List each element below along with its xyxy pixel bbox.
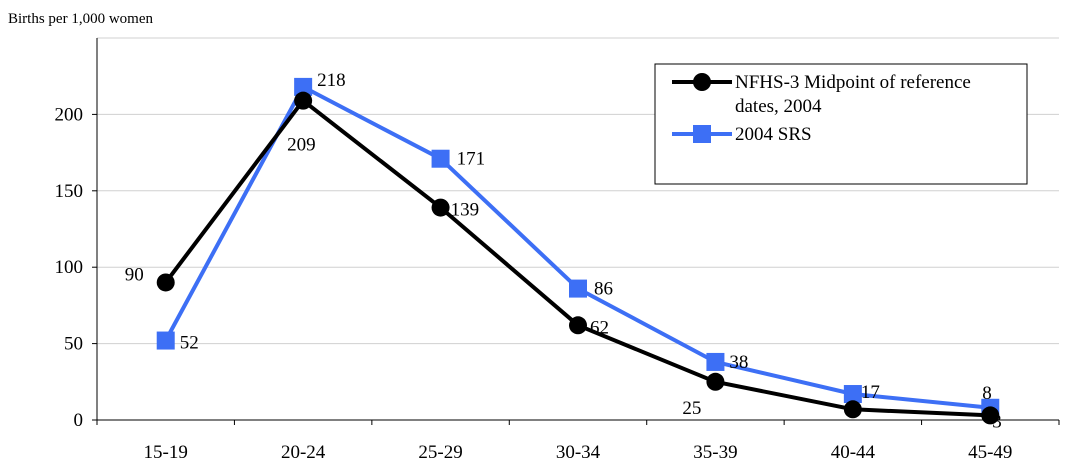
x-tick-label: 35-39	[693, 442, 737, 463]
nfhs3-point	[843, 400, 862, 419]
srs-point	[156, 331, 175, 350]
nfhs3-point	[706, 372, 725, 391]
data-labels: 90 209 139 62 25 7 3 52 218 171 86 38 17 8	[125, 70, 1002, 433]
nfhs3-point	[431, 198, 450, 217]
srs-data-label: 38	[729, 352, 748, 373]
x-tick-label: 20-24	[281, 442, 326, 463]
legend-swatch-marker	[693, 73, 711, 91]
legend: NFHS-3 Midpoint of reference dates, 2004 2…	[654, 63, 1028, 185]
srs-data-label: 17	[861, 382, 880, 403]
y-tick-label: 100	[55, 257, 84, 278]
nfhs3-point	[981, 406, 1000, 425]
y-axis-label: Births per 1,000 women	[8, 11, 153, 27]
y-tick-label: 150	[55, 181, 84, 202]
nfhs3-data-label: 7	[849, 399, 859, 420]
y-tick-labels: 0 50 100 150 200	[55, 104, 84, 431]
x-tick-label: 25-29	[418, 442, 462, 463]
legend-label: NFHS-3 Midpoint of reference	[735, 72, 971, 93]
nfhs3-data-label: 139	[451, 200, 480, 221]
srs-data-label: 171	[457, 149, 486, 170]
x-tick-label: 30-34	[556, 442, 601, 463]
series-layer	[156, 77, 1000, 425]
srs-point	[569, 279, 587, 298]
nfhs3-data-label: 3	[992, 411, 1002, 432]
nfhs3-data-label: 209	[287, 135, 316, 156]
axes	[92, 38, 1060, 425]
x-tick-labels: 15-19 20-24 25-29 30-34 35-39 40-44 45-49	[144, 442, 1013, 463]
nfhs3-point	[569, 316, 587, 335]
nfhs3-point	[294, 91, 313, 110]
srs-data-label: 218	[317, 70, 346, 91]
srs-data-label: 52	[180, 333, 199, 354]
srs-data-label: 86	[594, 279, 613, 300]
y-tick-label: 50	[64, 334, 83, 355]
nfhs3-data-label: 62	[590, 317, 609, 338]
srs-data-label: 8	[982, 383, 992, 404]
x-tick-label: 15-19	[144, 442, 188, 463]
srs-point	[431, 149, 450, 168]
y-tick-label: 0	[74, 410, 84, 431]
x-tick-label: 40-44	[831, 442, 876, 463]
legend-swatch-marker	[693, 125, 711, 143]
nfhs3-point	[156, 273, 175, 292]
y-tick-label: 200	[55, 104, 84, 125]
nfhs3-data-label: 25	[682, 398, 701, 419]
srs-point	[843, 385, 862, 404]
srs-point	[294, 77, 313, 96]
srs-point	[706, 352, 725, 371]
x-tick-label: 45-49	[968, 442, 1012, 463]
legend-label: dates, 2004	[735, 96, 822, 117]
legend-label: 2004 SRS	[735, 124, 812, 145]
nfhs3-data-label: 90	[125, 264, 144, 285]
